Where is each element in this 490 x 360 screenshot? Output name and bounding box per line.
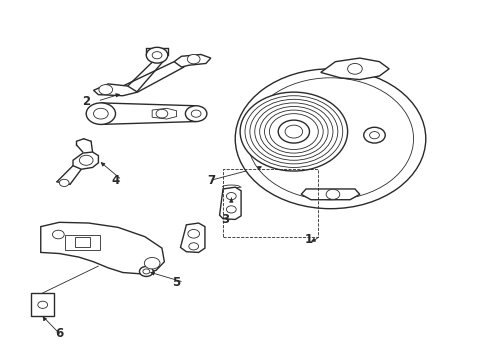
Circle shape — [187, 54, 200, 64]
Polygon shape — [321, 58, 389, 80]
Text: 1: 1 — [304, 233, 313, 246]
Text: 7: 7 — [208, 174, 216, 186]
Circle shape — [79, 155, 93, 165]
Circle shape — [99, 85, 113, 95]
Circle shape — [147, 47, 168, 63]
Circle shape — [185, 106, 207, 122]
Bar — [75, 237, 90, 247]
Polygon shape — [174, 54, 211, 67]
Circle shape — [152, 51, 162, 59]
Circle shape — [347, 63, 362, 74]
Circle shape — [145, 257, 160, 269]
Circle shape — [189, 243, 198, 250]
Bar — [31, 293, 54, 316]
Polygon shape — [94, 84, 138, 96]
Circle shape — [38, 301, 48, 309]
Circle shape — [235, 69, 426, 209]
Polygon shape — [73, 152, 98, 169]
Circle shape — [364, 127, 385, 143]
Bar — [65, 235, 100, 250]
Circle shape — [226, 193, 236, 200]
Text: 5: 5 — [172, 276, 181, 289]
Polygon shape — [152, 108, 176, 119]
Circle shape — [94, 108, 108, 119]
Polygon shape — [41, 222, 164, 274]
Circle shape — [188, 229, 199, 238]
Circle shape — [240, 92, 347, 171]
Circle shape — [86, 103, 116, 125]
Circle shape — [59, 179, 69, 186]
Text: 3: 3 — [221, 213, 229, 226]
Circle shape — [278, 120, 310, 143]
Text: 6: 6 — [55, 327, 63, 340]
Circle shape — [369, 132, 379, 139]
Circle shape — [156, 109, 168, 118]
Circle shape — [140, 266, 153, 276]
Circle shape — [226, 206, 236, 213]
Polygon shape — [301, 189, 360, 200]
Circle shape — [326, 189, 340, 199]
Circle shape — [191, 110, 201, 117]
Circle shape — [285, 125, 303, 138]
Text: 4: 4 — [111, 174, 120, 186]
Polygon shape — [180, 223, 205, 252]
Text: 2: 2 — [82, 95, 90, 108]
Circle shape — [143, 269, 150, 274]
Circle shape — [52, 230, 64, 239]
Polygon shape — [220, 187, 241, 220]
